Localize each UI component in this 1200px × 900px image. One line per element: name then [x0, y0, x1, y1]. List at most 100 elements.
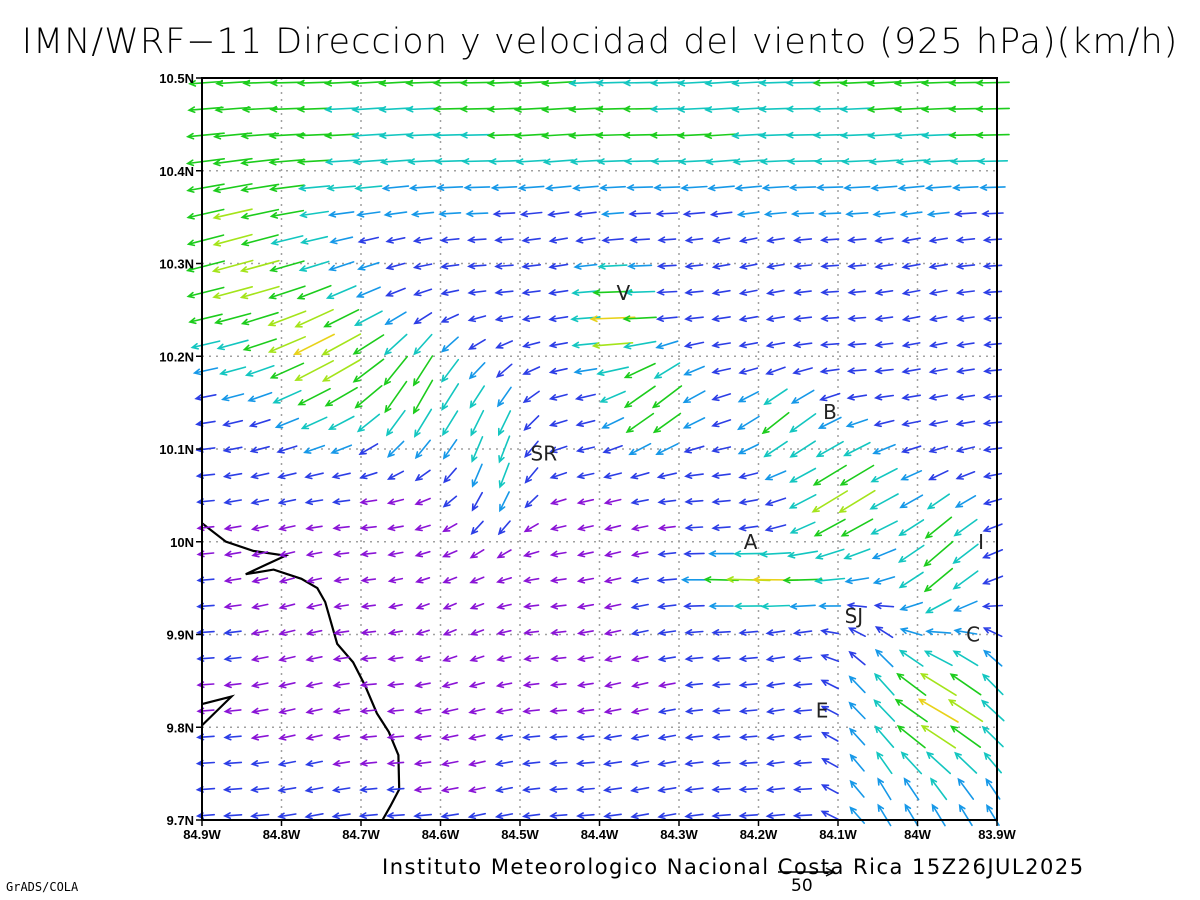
wind-vector — [277, 812, 297, 820]
wind-vector — [494, 262, 514, 270]
wind-vector — [432, 131, 467, 139]
wind-vector — [684, 681, 704, 689]
wind-vector — [223, 602, 242, 610]
wind-vector — [196, 498, 215, 505]
wind-vector — [278, 681, 296, 689]
wind-vector — [848, 650, 866, 666]
wind-vector — [413, 408, 433, 438]
wind-vector — [738, 236, 758, 244]
wind-vector — [738, 629, 759, 636]
wind-vector — [513, 132, 549, 139]
wind-vector — [622, 340, 657, 350]
wind-vector — [653, 362, 681, 379]
wind-vector — [924, 516, 953, 539]
wind-vector — [738, 812, 759, 819]
wind-vector — [194, 394, 217, 401]
wind-vector — [766, 236, 785, 244]
wind-vector — [792, 655, 813, 663]
wind-vector — [496, 655, 512, 662]
wind-vector — [868, 158, 900, 166]
wind-vector — [900, 470, 923, 481]
wind-vector — [465, 210, 489, 218]
wind-vector — [212, 183, 253, 194]
wind-vector — [843, 548, 871, 560]
x-tick-label: 84.8W — [263, 827, 301, 842]
wind-vector — [956, 341, 975, 349]
wind-vector — [650, 158, 683, 165]
wind-vector — [386, 733, 405, 741]
wind-vector — [736, 210, 760, 218]
wind-vector — [903, 777, 920, 801]
wind-vector — [492, 210, 516, 218]
wind-vector — [649, 105, 684, 113]
wind-vector — [332, 681, 350, 689]
wind-vector — [304, 760, 323, 767]
wind-vector — [657, 550, 677, 558]
wind-vector — [815, 184, 844, 191]
wind-vector — [899, 494, 924, 509]
wind-vector — [815, 440, 844, 458]
wind-vector — [626, 184, 654, 191]
wind-vector — [627, 262, 653, 270]
wind-vector — [682, 390, 706, 404]
wind-vector — [920, 105, 956, 113]
wind-vector — [195, 420, 216, 427]
wind-vector — [385, 409, 406, 437]
wind-vector — [247, 391, 273, 403]
wind-vector — [299, 210, 329, 219]
y-tick-label: 9.8N — [167, 720, 194, 735]
x-tick-label: 84.5W — [501, 827, 539, 842]
wind-vector — [354, 385, 383, 409]
wind-vector — [841, 158, 873, 165]
wind-vector — [758, 79, 793, 87]
wind-vector — [657, 524, 676, 532]
wind-vector — [576, 603, 595, 610]
wind-vector — [982, 236, 1003, 244]
wind-vector — [847, 315, 867, 322]
wind-vector — [765, 366, 786, 376]
wind-vector — [388, 602, 403, 610]
place-label: V — [617, 281, 631, 305]
wind-vector — [955, 262, 976, 270]
wind-vector — [304, 472, 324, 480]
wind-vector — [792, 341, 813, 349]
wind-vector — [467, 786, 486, 794]
wind-vector — [848, 675, 866, 694]
wind-vector — [415, 629, 430, 636]
wind-vector — [277, 498, 297, 506]
wind-vector — [548, 733, 568, 741]
wind-vector — [786, 550, 819, 559]
x-tick-label: 84W — [904, 827, 931, 842]
wind-vector — [250, 786, 270, 793]
wind-vector — [975, 131, 1010, 139]
wind-vector — [812, 105, 847, 113]
wind-vector — [331, 786, 351, 793]
wind-vector — [195, 786, 216, 793]
wind-vector — [517, 184, 545, 192]
wind-vector — [277, 786, 297, 794]
wind-vector — [629, 236, 651, 244]
wind-vector — [684, 288, 704, 296]
wind-vector — [630, 524, 649, 532]
wind-vector — [272, 389, 302, 404]
wind-vector — [604, 655, 622, 663]
wind-vector — [925, 628, 952, 636]
wind-vector — [540, 132, 576, 139]
wind-vector — [468, 760, 486, 767]
wind-vector — [928, 470, 949, 481]
wind-vector — [981, 602, 1004, 610]
wind-vector — [439, 236, 460, 244]
wind-vector — [738, 524, 759, 532]
wind-vector — [513, 106, 549, 113]
wind-vector — [982, 393, 1003, 401]
wind-vector — [603, 498, 622, 506]
wind-vector — [924, 184, 952, 192]
wind-vector — [982, 472, 1003, 480]
wind-vector — [195, 759, 216, 767]
wind-vector — [814, 158, 846, 165]
wind-vector — [683, 445, 705, 454]
wind-vector — [304, 812, 324, 820]
wind-vector — [900, 751, 923, 775]
wind-vector — [711, 733, 731, 741]
